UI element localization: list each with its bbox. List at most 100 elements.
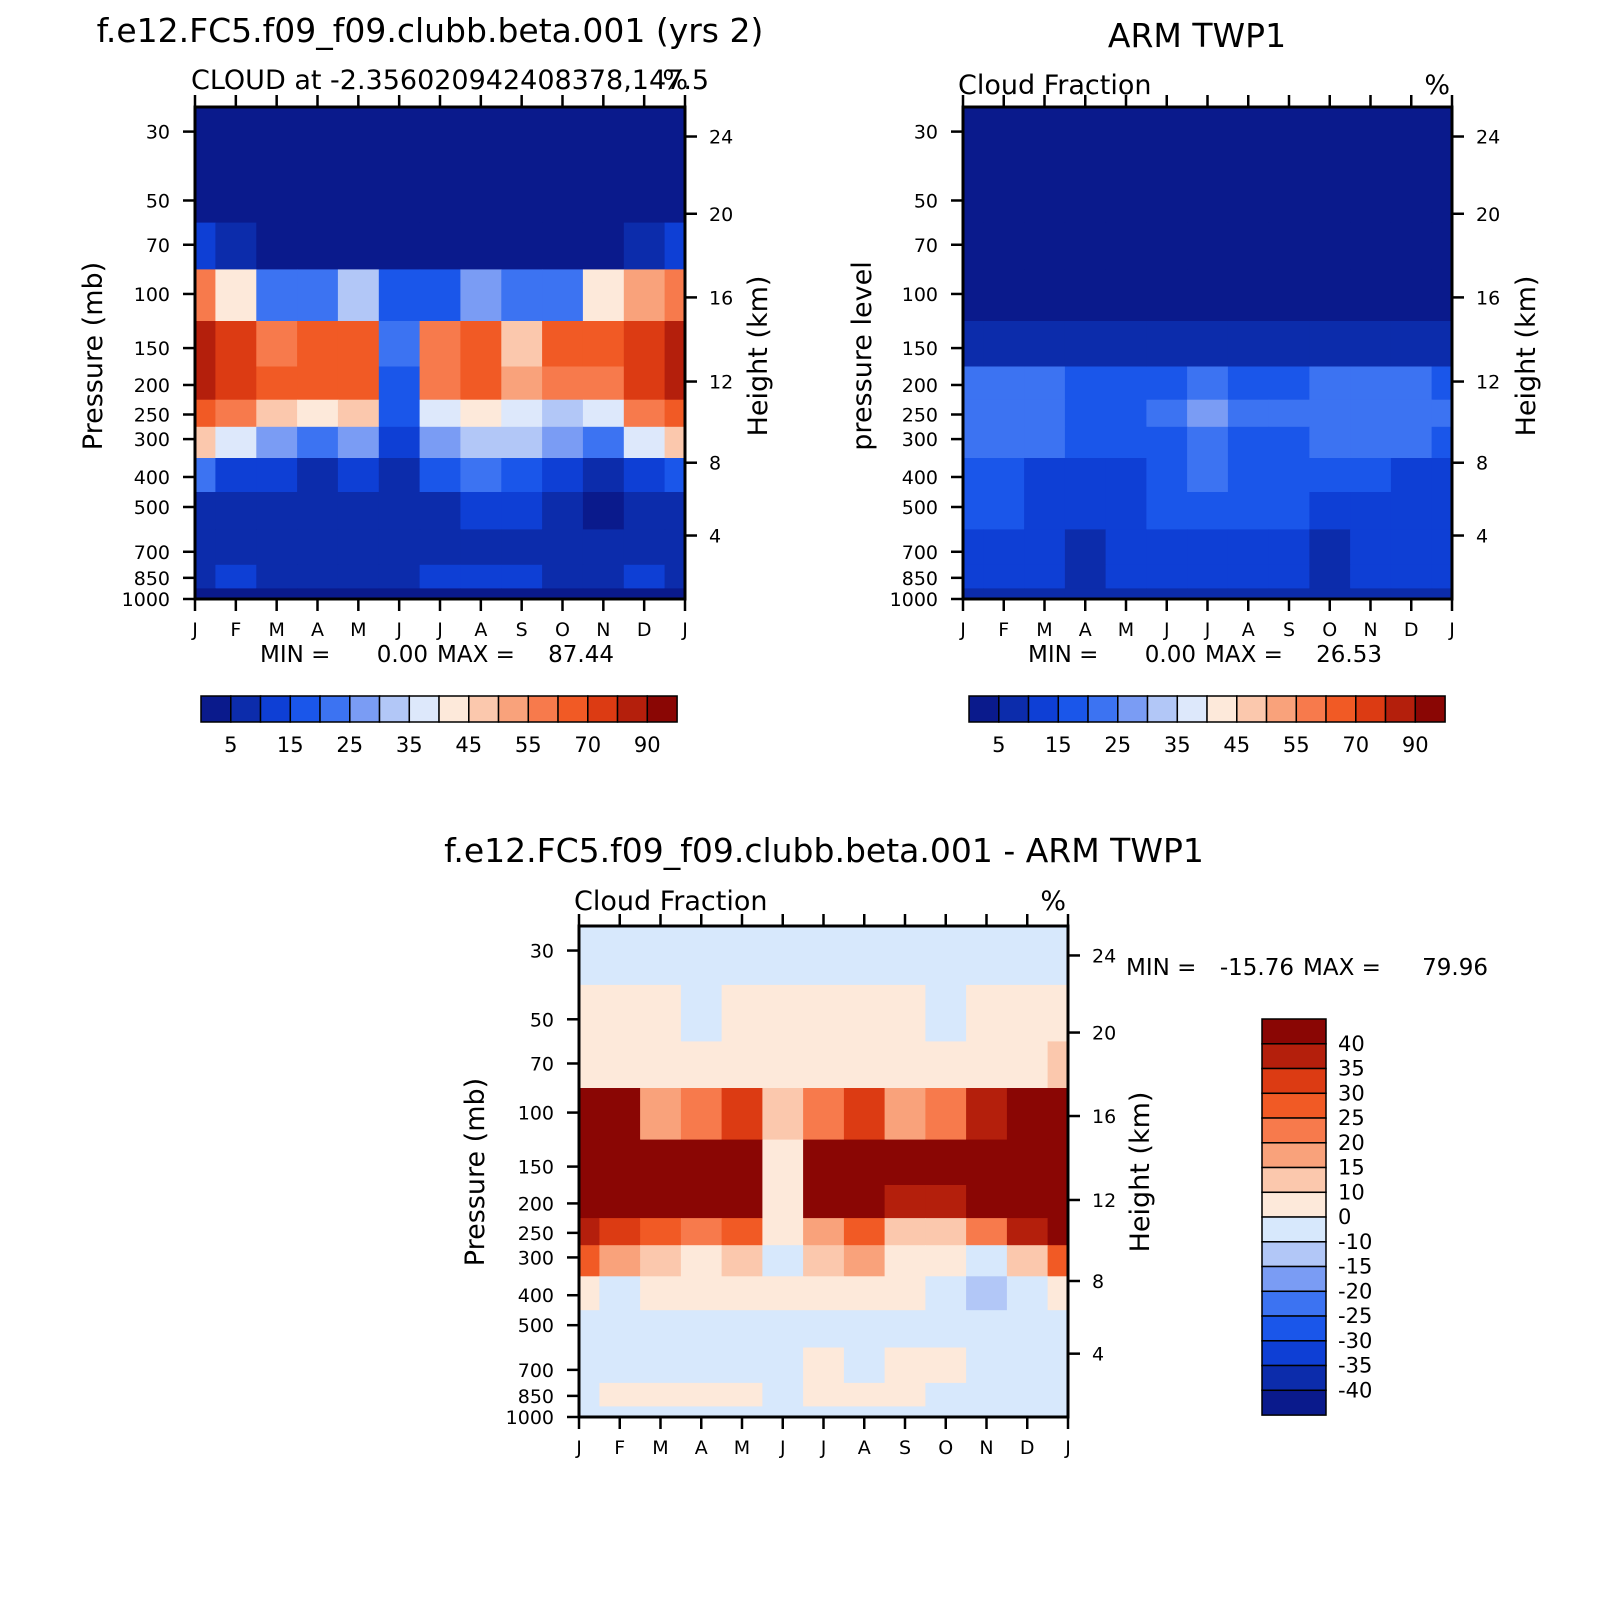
contour-cell bbox=[623, 492, 666, 530]
y-right-tick-label: 8 bbox=[1092, 1271, 1104, 1293]
contour-field bbox=[579, 926, 1069, 1418]
x-tick-label: M bbox=[350, 619, 366, 641]
contour-cell bbox=[983, 399, 1025, 428]
contour-cell bbox=[884, 1041, 926, 1089]
contour-cell bbox=[1227, 166, 1270, 224]
contour-cell bbox=[1187, 166, 1229, 224]
contour-cell bbox=[501, 529, 543, 566]
contour-cell bbox=[640, 1041, 682, 1089]
contour-cell bbox=[843, 1218, 886, 1246]
y-right-tick-label: 12 bbox=[1092, 1190, 1116, 1212]
contour-cell bbox=[925, 1347, 967, 1384]
contour-cell bbox=[966, 1347, 1008, 1384]
contour-cell bbox=[1105, 529, 1147, 566]
y-tick-label: 30 bbox=[530, 941, 554, 963]
contour-cell bbox=[419, 564, 461, 589]
x-tick-label: A bbox=[858, 1437, 871, 1459]
contour-cell bbox=[925, 1139, 967, 1186]
contour-cell bbox=[1024, 107, 1066, 167]
contour-cell bbox=[623, 222, 666, 270]
contour-cell bbox=[843, 1406, 886, 1418]
y-right-tick-label: 8 bbox=[709, 453, 721, 475]
x-tick-label: F bbox=[230, 619, 241, 641]
contour-cell bbox=[925, 1218, 967, 1246]
contour-cell bbox=[1431, 564, 1453, 589]
x-tick-label: J bbox=[1064, 1437, 1071, 1459]
contour-cell bbox=[1227, 564, 1270, 589]
colorbar-label: -25 bbox=[1338, 1304, 1372, 1328]
colorbar-box bbox=[259, 695, 292, 723]
x-tick-label: J bbox=[779, 1437, 786, 1459]
contour-cell bbox=[925, 1310, 967, 1349]
contour-cell bbox=[1047, 1041, 1069, 1089]
contour-cell bbox=[983, 166, 1025, 224]
x-tick-label: M bbox=[652, 1437, 668, 1459]
contour-cell bbox=[640, 1382, 682, 1408]
contour-cell bbox=[925, 984, 967, 1042]
contour-cell bbox=[664, 366, 686, 401]
colorbar-box bbox=[1295, 695, 1327, 723]
colorbar-box bbox=[1265, 695, 1298, 723]
contour-cell bbox=[925, 1185, 967, 1219]
contour-cell bbox=[762, 1276, 804, 1311]
panel-title: f.e12.FC5.f09_f09.clubb.beta.001 - ARM T… bbox=[444, 831, 1204, 870]
contour-cell bbox=[1390, 588, 1433, 600]
contour-cell bbox=[195, 564, 216, 589]
y-right-tick-label: 16 bbox=[1092, 1106, 1116, 1128]
units-label: % bbox=[662, 65, 688, 96]
contour-cell bbox=[1268, 399, 1310, 428]
y-tick-label: 1000 bbox=[506, 1407, 554, 1429]
x-tick-label: S bbox=[1283, 619, 1295, 641]
colorbar-box bbox=[1087, 695, 1119, 723]
model-cloud-panel: f.e12.FC5.f09_f09.clubb.beta.001 (yrs 2)… bbox=[78, 11, 774, 757]
contour-cell bbox=[803, 984, 845, 1042]
contour-cell bbox=[762, 1310, 804, 1349]
contour-cell bbox=[542, 321, 584, 368]
contour-cell bbox=[762, 1088, 804, 1141]
difference-panel: f.e12.FC5.f09_f09.clubb.beta.001 - ARM T… bbox=[444, 831, 1488, 1459]
contour-cell bbox=[1187, 588, 1229, 600]
contour-cell bbox=[195, 366, 216, 401]
contour-cell bbox=[1350, 426, 1392, 459]
contour-cell bbox=[721, 1382, 763, 1408]
y-tick-label: 850 bbox=[518, 1386, 554, 1408]
max-label: MAX = bbox=[1303, 955, 1381, 981]
contour-cell bbox=[195, 588, 216, 600]
contour-cell bbox=[419, 588, 461, 600]
contour-cell bbox=[983, 366, 1025, 401]
contour-cell bbox=[925, 1088, 967, 1141]
contour-cell bbox=[664, 529, 686, 566]
contour-cell bbox=[966, 926, 1008, 986]
contour-cell bbox=[803, 1041, 845, 1089]
colorbar-label: -20 bbox=[1338, 1279, 1372, 1303]
contour-cell bbox=[1309, 366, 1351, 401]
contour-cell bbox=[1006, 1382, 1049, 1408]
contour-cell bbox=[925, 1406, 967, 1418]
contour-cell bbox=[195, 458, 216, 493]
contour-cell bbox=[1350, 366, 1392, 401]
contour-cell bbox=[297, 426, 339, 459]
contour-cell bbox=[640, 1088, 682, 1141]
contour-cell bbox=[963, 492, 984, 530]
y-axis-label: Pressure (mb) bbox=[460, 1078, 491, 1266]
contour-cell bbox=[623, 321, 666, 368]
contour-cell bbox=[195, 426, 216, 459]
y-axis-right-label: Height (km) bbox=[1511, 276, 1542, 437]
colorbar-box bbox=[1261, 1117, 1327, 1144]
contour-cell bbox=[803, 1406, 845, 1418]
x-tick-label: S bbox=[516, 619, 528, 641]
contour-cell bbox=[966, 1310, 1008, 1349]
contour-cell bbox=[297, 564, 339, 589]
contour-cell bbox=[460, 588, 502, 600]
contour-cell bbox=[1105, 492, 1147, 530]
panel-title: ARM TWP1 bbox=[1108, 16, 1286, 55]
max-value: 79.96 bbox=[1422, 955, 1488, 981]
contour-cell bbox=[378, 529, 421, 566]
colorbar-box bbox=[1261, 1092, 1327, 1119]
contour-cell bbox=[966, 1041, 1008, 1089]
colorbar-box bbox=[408, 695, 440, 723]
colorbar-box bbox=[1261, 1166, 1327, 1194]
contour-cell bbox=[579, 984, 600, 1042]
colorbar-label: 35 bbox=[1338, 1057, 1365, 1081]
contour-cell bbox=[256, 399, 298, 428]
